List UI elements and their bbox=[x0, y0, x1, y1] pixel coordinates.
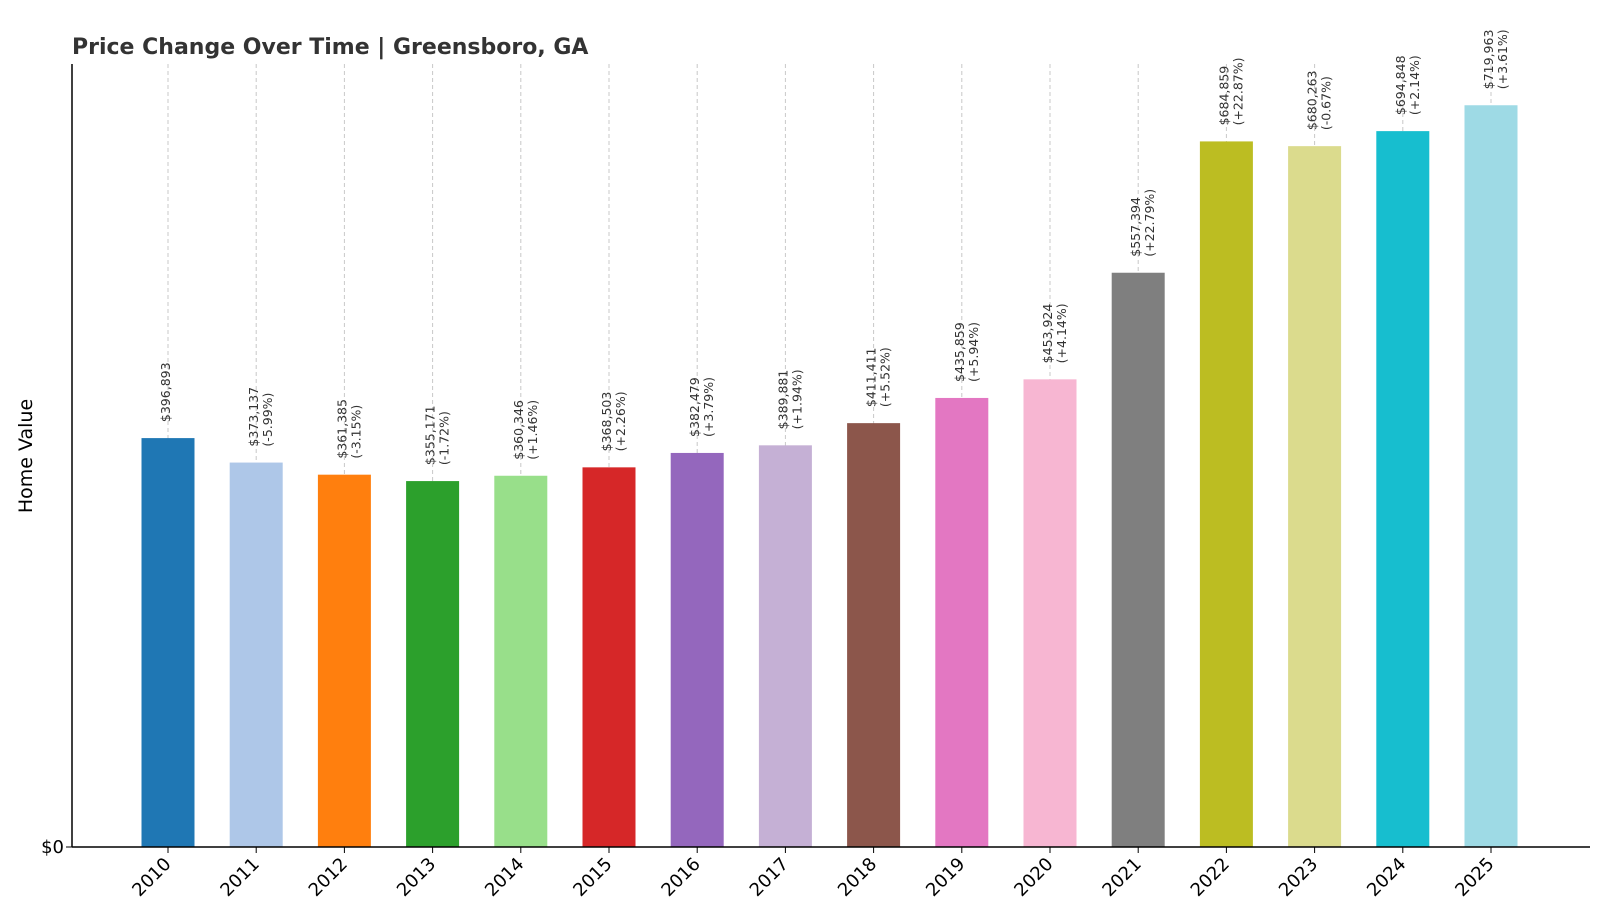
value-label-2010: $396,893 bbox=[158, 362, 173, 422]
x-tick-label-2018: 2018 bbox=[834, 854, 881, 901]
bar-2016 bbox=[670, 452, 724, 847]
x-tick-label-2011: 2011 bbox=[216, 854, 263, 901]
bar-2024 bbox=[1376, 131, 1430, 847]
x-tick-label-2010: 2010 bbox=[128, 854, 175, 901]
x-tick-label-2015: 2015 bbox=[569, 854, 616, 901]
value-label-2022: $684,859 bbox=[1216, 66, 1231, 126]
bar-2021 bbox=[1111, 272, 1165, 847]
bar-2011 bbox=[229, 462, 283, 847]
change-label-2011: (-5.99%) bbox=[260, 393, 275, 447]
x-tick-label-2012: 2012 bbox=[305, 854, 352, 901]
y-tick-label: $0 bbox=[41, 837, 64, 858]
x-tick-label-2023: 2023 bbox=[1275, 854, 1322, 901]
value-label-2024: $694,848 bbox=[1393, 55, 1408, 115]
change-label-2012: (-3.15%) bbox=[348, 405, 363, 459]
value-label-2021: $557,394 bbox=[1128, 197, 1143, 257]
value-label-2017: $389,881 bbox=[775, 370, 790, 430]
change-label-2025: (+3.61%) bbox=[1495, 29, 1510, 89]
chart-title: Price Change Over Time | Greensboro, GA bbox=[72, 35, 588, 60]
change-label-2018: (+5.52%) bbox=[878, 347, 893, 407]
change-label-2020: (+4.14%) bbox=[1054, 303, 1069, 363]
bar-2018 bbox=[847, 423, 901, 847]
change-label-2023: (-0.67%) bbox=[1319, 76, 1334, 130]
bar-2025 bbox=[1464, 105, 1518, 847]
value-label-2020: $453,924 bbox=[1040, 304, 1055, 364]
bar-2012 bbox=[317, 474, 371, 847]
x-tick-label-2016: 2016 bbox=[657, 854, 704, 901]
y-axis-label: Home Value bbox=[15, 399, 37, 513]
bar-2014 bbox=[494, 475, 548, 847]
bar-2010 bbox=[141, 438, 195, 847]
bars bbox=[141, 105, 1518, 848]
x-tick-label-2021: 2021 bbox=[1098, 854, 1145, 901]
value-label-2015: $368,503 bbox=[599, 392, 614, 452]
change-label-2015: (+2.26%) bbox=[613, 391, 628, 451]
x-tick-label-2024: 2024 bbox=[1363, 854, 1410, 901]
value-label-2018: $411,411 bbox=[864, 347, 879, 407]
bar-2013 bbox=[406, 481, 460, 847]
value-label-2019: $435,859 bbox=[952, 322, 967, 382]
bar-2023 bbox=[1288, 146, 1342, 848]
bar-2022 bbox=[1199, 141, 1253, 847]
change-label-2022: (+22.87%) bbox=[1230, 58, 1245, 126]
x-tick-label-2013: 2013 bbox=[393, 854, 440, 901]
x-tick-label-2020: 2020 bbox=[1010, 854, 1057, 901]
bar-2019 bbox=[935, 397, 989, 847]
change-label-2013: (-1.72%) bbox=[437, 411, 452, 465]
bar-2015 bbox=[582, 467, 636, 847]
x-tick-label-2017: 2017 bbox=[746, 854, 793, 901]
value-label-2012: $361,385 bbox=[334, 399, 349, 459]
x-tick-label-2025: 2025 bbox=[1451, 854, 1498, 901]
change-label-2014: (+1.46%) bbox=[525, 400, 540, 460]
change-label-2017: (+1.94%) bbox=[789, 369, 804, 429]
change-label-2024: (+2.14%) bbox=[1407, 55, 1422, 115]
value-label-2014: $360,346 bbox=[511, 400, 526, 460]
x-tick-label-2019: 2019 bbox=[922, 854, 969, 901]
value-label-2011: $373,137 bbox=[246, 387, 261, 447]
value-label-2023: $680,263 bbox=[1305, 70, 1320, 130]
bar-2020 bbox=[1023, 379, 1077, 847]
change-label-2016: (+3.79%) bbox=[701, 377, 716, 437]
value-label-2013: $355,171 bbox=[423, 405, 438, 465]
value-label-2025: $719,963 bbox=[1481, 30, 1496, 90]
x-tick-label-2014: 2014 bbox=[481, 854, 528, 901]
x-tick-label-2022: 2022 bbox=[1187, 854, 1234, 901]
bar-2017 bbox=[758, 445, 812, 847]
change-label-2019: (+5.94%) bbox=[966, 322, 981, 382]
change-label-2021: (+22.79%) bbox=[1142, 189, 1157, 257]
x-ticks: 2010 2011 2012 2013 2014 2015 2016 2017 2018 2019… bbox=[128, 847, 1499, 901]
value-label-2016: $382,479 bbox=[687, 377, 702, 437]
data-labels: $396,893 $373,137 (-5.99%) $361,385 (-3.15%)… bbox=[158, 29, 1510, 465]
